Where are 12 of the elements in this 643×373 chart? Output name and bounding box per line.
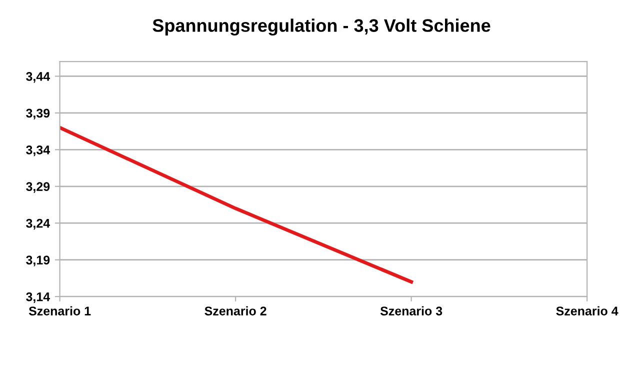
y-tick-label: 3,19 [26,256,50,266]
x-tick-label: Szenario 1 [28,306,91,316]
y-tick-label: 3,44 [26,72,50,83]
y-tick-label: 3,29 [26,182,50,193]
x-tick-label: Szenario 3 [380,306,442,316]
y-tick-label: 3,24 [26,218,50,230]
y-tick-label: 3,39 [26,108,50,120]
chart-title: Spannungsregulation - 3,3 Volt Schiene [152,18,490,36]
y-tick-label: 3,14 [26,292,50,303]
y-tick-label: 3,34 [26,145,50,156]
x-tick-label: Szenario 4 [556,306,618,316]
x-tick-label: Szenario 2 [204,306,266,316]
